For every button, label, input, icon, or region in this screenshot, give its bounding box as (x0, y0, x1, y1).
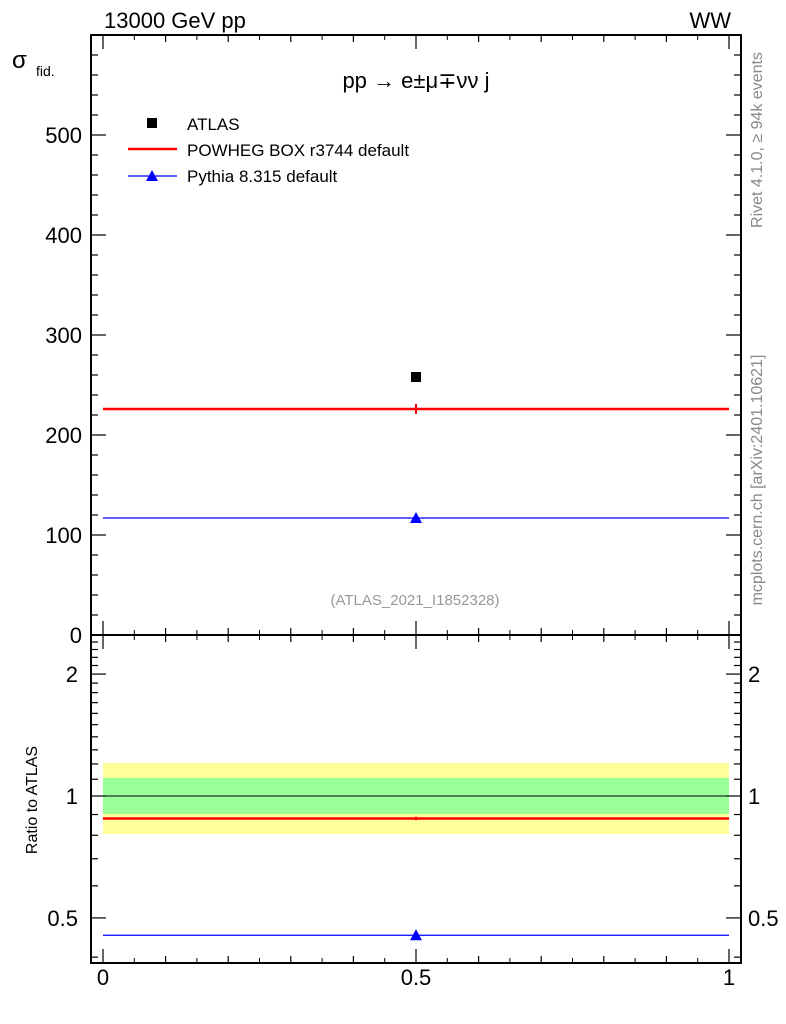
y-tick-label: 500 (45, 123, 82, 148)
ratio-y-axis-label: Ratio to ATLAS (24, 746, 41, 854)
y-axis-label-sub: fid. (36, 63, 55, 79)
side-label-bottom: mcplots.cern.ch [arXiv:2401.10621] (749, 355, 766, 606)
y-tick-label: 0 (70, 623, 82, 648)
legend-pythia-marker (146, 170, 158, 181)
legend-label: ATLAS (187, 115, 240, 134)
side-label-top: Rivet 4.1.0, ≥ 94k events (749, 52, 766, 228)
y-tick-label: 300 (45, 323, 82, 348)
atlas-marker (411, 372, 421, 382)
header-left: 13000 GeV pp (104, 8, 246, 33)
y-tick-label: 200 (45, 423, 82, 448)
plot-title: pp → e±μ∓νν j (342, 68, 489, 93)
legend-label: POWHEG BOX r3744 default (187, 141, 409, 160)
legend-label: Pythia 8.315 default (187, 167, 338, 186)
ratio-y-tick-label-right: 1 (748, 784, 760, 809)
y-axis-label: σ (12, 47, 27, 74)
pythia-marker (410, 512, 422, 523)
ratio-y-tick-label-right: 0.5 (748, 906, 779, 931)
y-tick-label: 400 (45, 223, 82, 248)
y-tick-label: 100 (45, 523, 82, 548)
header-right: WW (689, 8, 731, 33)
pythia-ratio-marker (410, 929, 422, 941)
analysis-label: (ATLAS_2021_I1852328) (330, 592, 499, 609)
x-tick-label: 0.5 (401, 965, 432, 990)
x-tick-label: 1 (723, 965, 735, 990)
legend-atlas-marker (147, 118, 157, 128)
x-tick-label: 0 (97, 965, 109, 990)
ratio-y-tick-label: 0.5 (47, 906, 78, 931)
ratio-y-tick-label: 1 (66, 784, 78, 809)
ratio-y-tick-label: 2 (66, 662, 78, 687)
ratio-y-tick-label-right: 2 (748, 662, 760, 687)
